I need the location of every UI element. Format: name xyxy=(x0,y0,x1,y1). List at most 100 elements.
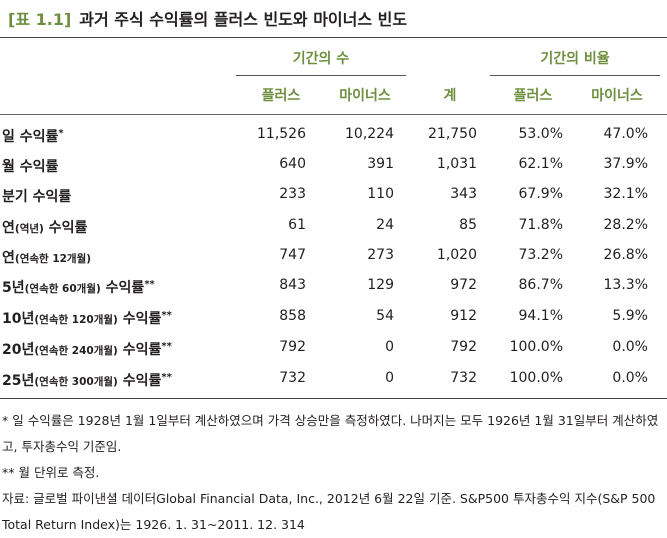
footnote-mark: ** xyxy=(144,279,155,290)
table-row: 10년(연속한 120개월) 수익률** 858 54 912 94.1% 5.9% xyxy=(0,302,667,332)
cell-plus: 843 xyxy=(279,277,306,293)
footnote-mark: ** xyxy=(161,341,172,352)
cell-minus: 110 xyxy=(367,186,394,202)
cell-total: 912 xyxy=(450,308,477,324)
cell-minus-pct: 0.0% xyxy=(612,370,648,386)
cell-minus: 273 xyxy=(367,247,394,263)
group-header-ratio: 기간의 비율 xyxy=(540,51,610,67)
row-label-suffix: 수익률 xyxy=(117,373,162,389)
row-label-period: (연속한 60개월) xyxy=(24,283,101,295)
col-header-total: 계 xyxy=(443,88,457,104)
table-notes: * 일 수익률은 1928년 1월 1일부터 계산하였으며 가격 상승만을 측정… xyxy=(2,408,664,538)
row-label-main: 5년 xyxy=(2,280,25,296)
group-underline-ratio xyxy=(490,75,660,76)
cell-plus-pct: 73.2% xyxy=(518,247,563,263)
table-number: [표 1.1] xyxy=(8,10,72,29)
footnote-mark: ** xyxy=(161,310,172,321)
row-label: 연(역년) 수익률 xyxy=(2,217,87,237)
cell-plus: 61 xyxy=(288,217,306,233)
table-row: 5년(연속한 60개월) 수익률** 843 129 972 86.7% 13.3% xyxy=(0,271,667,301)
row-label: 10년(연속한 120개월) 수익률** xyxy=(2,308,172,328)
note-daily: * 일 수익률은 1928년 1월 1일부터 계산하였으며 가격 상승만을 측정… xyxy=(2,413,659,454)
cell-minus: 0 xyxy=(385,339,394,355)
row-label-period: (연속한 120개월) xyxy=(34,314,118,326)
cell-plus-pct: 100.0% xyxy=(509,339,563,355)
cell-plus: 858 xyxy=(279,308,306,324)
note-source: 자료: 글로벌 파이낸셜 데이터Global Financial Data, I… xyxy=(2,491,656,532)
row-label: 25년(연속한 300개월) 수익률** xyxy=(2,370,172,390)
cell-plus: 747 xyxy=(279,247,306,263)
row-label-main: 일 수익률 xyxy=(2,129,59,145)
cell-minus: 24 xyxy=(376,217,394,233)
cell-minus: 391 xyxy=(367,156,394,172)
cell-plus-pct: 100.0% xyxy=(509,370,563,386)
cell-plus-pct: 53.0% xyxy=(518,126,563,142)
row-label-suffix: 수익률 xyxy=(100,280,145,296)
cell-total: 792 xyxy=(450,339,477,355)
row-label: 연(연속한 12개월) xyxy=(2,247,91,267)
cell-minus-pct: 13.3% xyxy=(603,277,648,293)
row-label: 분기 수익률 xyxy=(2,186,71,206)
cell-minus-pct: 28.2% xyxy=(603,217,648,233)
cell-plus-pct: 94.1% xyxy=(518,308,563,324)
cell-plus: 640 xyxy=(279,156,306,172)
row-label-main: 연 xyxy=(2,220,15,236)
col-header-minus: 마이너스 xyxy=(339,88,391,104)
cell-minus: 129 xyxy=(367,277,394,293)
cell-plus-pct: 86.7% xyxy=(518,277,563,293)
group-header-count: 기간의 수 xyxy=(292,51,350,67)
note-monthly: ** 월 단위로 측정. xyxy=(2,465,100,480)
cell-minus-pct: 37.9% xyxy=(603,156,648,172)
cell-minus-pct: 0.0% xyxy=(612,339,648,355)
row-label: 일 수익률* xyxy=(2,126,64,146)
cell-total: 732 xyxy=(450,370,477,386)
table-row: 25년(연속한 300개월) 수익률** 732 0 732 100.0% 0.0% xyxy=(0,364,667,394)
table-row: 일 수익률* 11,526 10,224 21,750 53.0% 47.0% xyxy=(0,120,667,150)
group-underline-count xyxy=(236,75,406,76)
table-row: 분기 수익률 233 110 343 67.9% 32.1% xyxy=(0,180,667,210)
col-header-plus: 플러스 xyxy=(261,88,301,104)
col-header-minus-pct: 마이너스 xyxy=(591,88,643,104)
row-label: 5년(연속한 60개월) 수익률** xyxy=(2,277,155,297)
top-rule xyxy=(0,37,667,38)
cell-plus-pct: 67.9% xyxy=(518,186,563,202)
cell-plus-pct: 62.1% xyxy=(518,156,563,172)
cell-plus: 792 xyxy=(279,339,306,355)
cell-plus: 233 xyxy=(279,186,306,202)
row-label-suffix: 수익률 xyxy=(117,342,162,358)
row-label-period: (연속한 240개월) xyxy=(34,345,118,357)
bottom-rule xyxy=(0,398,667,399)
row-label: 20년(연속한 240개월) 수익률** xyxy=(2,339,172,359)
cell-minus-pct: 47.0% xyxy=(603,126,648,142)
cell-minus: 0 xyxy=(385,370,394,386)
cell-total: 1,020 xyxy=(436,247,477,263)
row-label-period: (연속한 12개월) xyxy=(14,253,92,265)
row-label-main: 25년 xyxy=(2,373,35,389)
cell-total: 343 xyxy=(450,186,477,202)
cell-total: 85 xyxy=(459,217,477,233)
footnote-mark: * xyxy=(58,128,64,139)
cell-total: 1,031 xyxy=(436,156,477,172)
row-label-suffix: 수익률 xyxy=(43,220,88,236)
cell-minus: 10,224 xyxy=(345,126,394,142)
header-rule xyxy=(0,114,667,115)
table-title-text: 과거 주식 수익률의 플러스 빈도와 마이너스 빈도 xyxy=(79,10,408,29)
table-row: 월 수익률 640 391 1,031 62.1% 37.9% xyxy=(0,150,667,180)
cell-plus: 732 xyxy=(279,370,306,386)
row-label-main: 연 xyxy=(2,250,15,266)
row-label-period: (연속한 300개월) xyxy=(34,376,118,388)
row-label: 월 수익률 xyxy=(2,156,58,176)
footnote-mark: ** xyxy=(161,372,172,383)
cell-minus-pct: 26.8% xyxy=(603,247,648,263)
row-label-period: (역년) xyxy=(14,223,44,235)
cell-minus-pct: 32.1% xyxy=(603,186,648,202)
cell-minus: 54 xyxy=(376,308,394,324)
col-header-plus-pct: 플러스 xyxy=(513,88,553,104)
row-label-suffix: 수익률 xyxy=(117,311,162,327)
row-label-main: 10년 xyxy=(2,311,35,327)
cell-total: 21,750 xyxy=(428,126,477,142)
table-row: 연(연속한 12개월) 747 273 1,020 73.2% 26.8% xyxy=(0,241,667,271)
cell-total: 972 xyxy=(450,277,477,293)
cell-plus: 11,526 xyxy=(257,126,306,142)
table-row: 20년(연속한 240개월) 수익률** 792 0 792 100.0% 0.0% xyxy=(0,333,667,363)
